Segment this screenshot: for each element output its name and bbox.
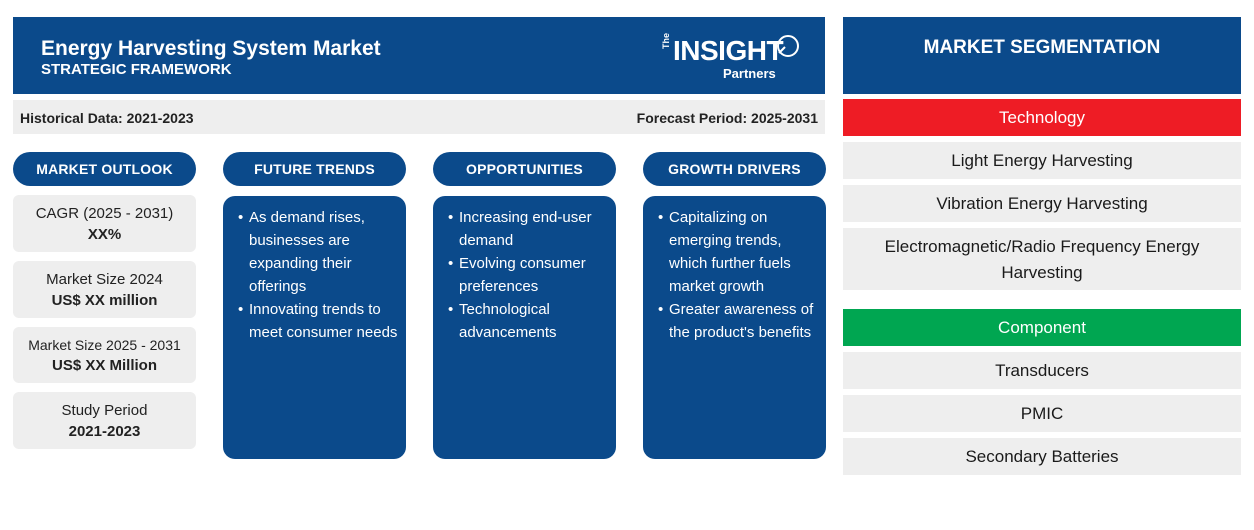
technology-category: Technology [843, 99, 1241, 136]
market-size-2024-box: Market Size 2024 US$ XX million [13, 261, 196, 318]
report-subtitle: STRATEGIC FRAMEWORK [41, 61, 232, 78]
cagr-box: CAGR (2025 - 2031) XX% [13, 195, 196, 252]
logo-the: The [661, 32, 671, 49]
driver-item: Capitalizing on emerging trends, which f… [658, 206, 818, 298]
growth-drivers-card: Capitalizing on emerging trends, which f… [643, 196, 826, 459]
market-outlook-heading: MARKET OUTLOOK [13, 152, 196, 186]
study-period-box: Study Period 2021-2023 [13, 392, 196, 449]
trend-item: As demand rises, businesses are expandin… [238, 206, 398, 298]
segment-item-light: Light Energy Harvesting [843, 142, 1241, 179]
market-size-forecast-box: Market Size 2025 - 2031 US$ XX Million [13, 327, 196, 383]
segment-item-vibration: Vibration Energy Harvesting [843, 185, 1241, 222]
forecast-period: Forecast Period: 2025-2031 [636, 110, 818, 126]
cagr-label: CAGR (2025 - 2031) [35, 205, 174, 222]
growth-drivers-heading: GROWTH DRIVERS [643, 152, 826, 186]
future-trends-heading: FUTURE TRENDS [223, 152, 406, 186]
opportunity-item: Evolving consumer preferences [448, 252, 608, 298]
opportunities-heading: OPPORTUNITIES [433, 152, 616, 186]
logo-insight: INSIGHT [673, 35, 784, 66]
logo-partners: Partners [723, 66, 776, 81]
component-category: Component [843, 309, 1241, 346]
future-trends-card: As demand rises, businesses are expandin… [223, 196, 406, 459]
segment-item-secondary-batteries: Secondary Batteries [843, 438, 1241, 475]
opportunities-card: Increasing end-user demand Evolving cons… [433, 196, 616, 459]
segment-item-transducers: Transducers [843, 352, 1241, 389]
market-size-forecast-value: US$ XX Million [51, 357, 157, 374]
market-size-forecast-label: Market Size 2025 - 2031 [28, 337, 181, 353]
cagr-value: XX% [87, 226, 122, 243]
market-segmentation-heading: MARKET SEGMENTATION [843, 17, 1241, 94]
historical-data: Historical Data: 2021-2023 [20, 110, 194, 126]
report-header: Energy Harvesting System Market STRATEGI… [13, 17, 825, 94]
segment-item-pmic: PMIC [843, 395, 1241, 432]
market-size-2024-label: Market Size 2024 [46, 271, 163, 288]
market-size-2024-value: US$ XX million [51, 292, 158, 309]
opportunity-item: Technological advancements [448, 298, 608, 344]
report-title: Energy Harvesting System Market [41, 37, 381, 60]
study-period-label: Study Period [61, 402, 148, 419]
segment-item-electromagnetic: Electromagnetic/Radio Frequency Energy H… [843, 228, 1241, 290]
study-period-value: 2021-2023 [68, 423, 141, 440]
opportunity-item: Increasing end-user demand [448, 206, 608, 252]
driver-item: Greater awareness of the product's benef… [658, 298, 818, 344]
trend-item: Innovating trends to meet consumer needs [238, 298, 398, 344]
logo-swoosh-icon [777, 35, 799, 57]
period-bar: Historical Data: 2021-2023 Forecast Peri… [13, 100, 825, 134]
insight-partners-logo: The INSIGHT Partners [661, 31, 801, 83]
